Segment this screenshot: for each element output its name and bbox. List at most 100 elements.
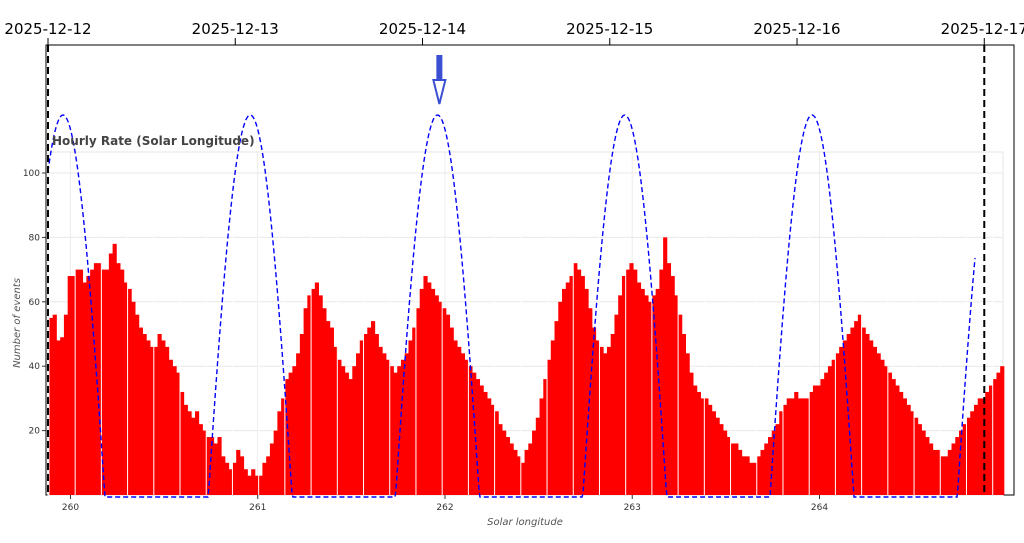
bar-229 <box>906 404 911 495</box>
bar-245 <box>966 417 971 495</box>
bar-234 <box>925 437 930 495</box>
bar-213 <box>846 334 851 495</box>
bar-93 <box>397 366 402 495</box>
bar-217 <box>861 327 866 495</box>
bar-224 <box>887 372 892 495</box>
bar-219 <box>869 340 874 495</box>
bar-115 <box>479 385 484 495</box>
bar-12 <box>93 263 99 495</box>
bar-103 <box>434 295 439 495</box>
bar-43 <box>209 437 215 495</box>
bar-0 <box>48 317 54 495</box>
bar-130 <box>535 417 540 495</box>
bar-61 <box>277 411 282 495</box>
bar-163 <box>659 269 664 495</box>
bar-107 <box>449 327 454 495</box>
y-tick-label-3: 80 <box>29 233 41 243</box>
bar-235 <box>929 443 934 495</box>
bar-131 <box>539 398 544 495</box>
bar-52 <box>243 469 248 495</box>
x-axis-ticks: 260 261 262 263 264 <box>62 495 828 513</box>
bar-58 <box>266 456 271 495</box>
bar-173 <box>696 391 701 495</box>
bar-248 <box>977 398 982 495</box>
bar-117 <box>487 398 492 495</box>
bar-59 <box>269 443 275 495</box>
bar-164 <box>663 237 668 495</box>
bar-85 <box>367 327 372 495</box>
bar-133 <box>547 359 552 495</box>
x-tick-label-3: 263 <box>624 503 641 513</box>
bar-199 <box>794 391 799 495</box>
x-tick-label-4: 264 <box>811 503 828 513</box>
bar-31 <box>165 346 170 495</box>
down-arrow-icon <box>432 55 447 105</box>
bar-123 <box>509 443 514 495</box>
bar-194 <box>775 424 780 495</box>
bar-196 <box>782 404 788 495</box>
bar-176 <box>708 404 713 495</box>
bar-24 <box>138 327 143 495</box>
x-axis-title: Solar longitude <box>487 517 563 528</box>
bar-53 <box>247 475 252 495</box>
bar-121 <box>502 430 507 495</box>
bar-71 <box>314 282 319 495</box>
top-date-label-3: 2025-12-15 <box>566 20 653 38</box>
bar-40 <box>198 424 203 495</box>
bar-154 <box>625 269 630 495</box>
bar-47 <box>224 462 230 495</box>
bar-86 <box>371 321 376 495</box>
bar-21 <box>127 288 132 495</box>
bar-153 <box>621 276 627 495</box>
bar-3 <box>60 337 65 495</box>
bar-214 <box>850 327 855 495</box>
bar-171 <box>689 372 694 495</box>
bar-202 <box>805 398 810 495</box>
bar-77 <box>337 359 342 495</box>
bar-26 <box>146 340 151 495</box>
bar-221 <box>876 353 881 495</box>
y-tick-label-1: 40 <box>29 362 41 372</box>
bar-145 <box>591 327 597 495</box>
bar-182 <box>730 443 735 495</box>
bar-238 <box>940 456 945 495</box>
bar-41 <box>202 430 207 495</box>
bar-11 <box>90 269 95 495</box>
bar-247 <box>973 404 979 495</box>
bar-15 <box>105 269 110 495</box>
bar-20 <box>123 282 128 495</box>
bar-251 <box>988 385 994 495</box>
bar-50 <box>236 449 241 495</box>
bar-109 <box>457 346 462 495</box>
bar-151 <box>614 314 619 495</box>
bar-29 <box>157 334 162 495</box>
bar-100 <box>423 276 428 495</box>
bar-95 <box>404 353 409 495</box>
bar-25 <box>142 334 147 495</box>
bar-75 <box>329 327 334 495</box>
bar-13 <box>97 263 102 495</box>
bar-159 <box>644 295 649 495</box>
bar-14 <box>101 269 106 495</box>
bar-138 <box>565 282 570 495</box>
bar-84 <box>363 334 368 495</box>
event-bars <box>48 230 1020 495</box>
bar-78 <box>341 366 346 495</box>
bar-141 <box>577 269 582 495</box>
bar-96 <box>408 340 413 495</box>
bar-106 <box>445 314 451 495</box>
bar-49 <box>232 462 237 495</box>
bar-74 <box>326 321 331 495</box>
bar-243 <box>959 430 964 495</box>
bar-69 <box>307 295 312 495</box>
bar-139 <box>569 276 574 495</box>
bar-223 <box>884 366 889 495</box>
bar-209 <box>831 359 836 495</box>
bar-80 <box>348 379 353 495</box>
bar-185 <box>741 456 746 495</box>
bar-55 <box>254 475 260 495</box>
bar-203 <box>809 391 814 495</box>
top-date-label-2: 2025-12-14 <box>379 20 466 38</box>
bar-167 <box>674 295 679 495</box>
bar-146 <box>595 340 600 495</box>
